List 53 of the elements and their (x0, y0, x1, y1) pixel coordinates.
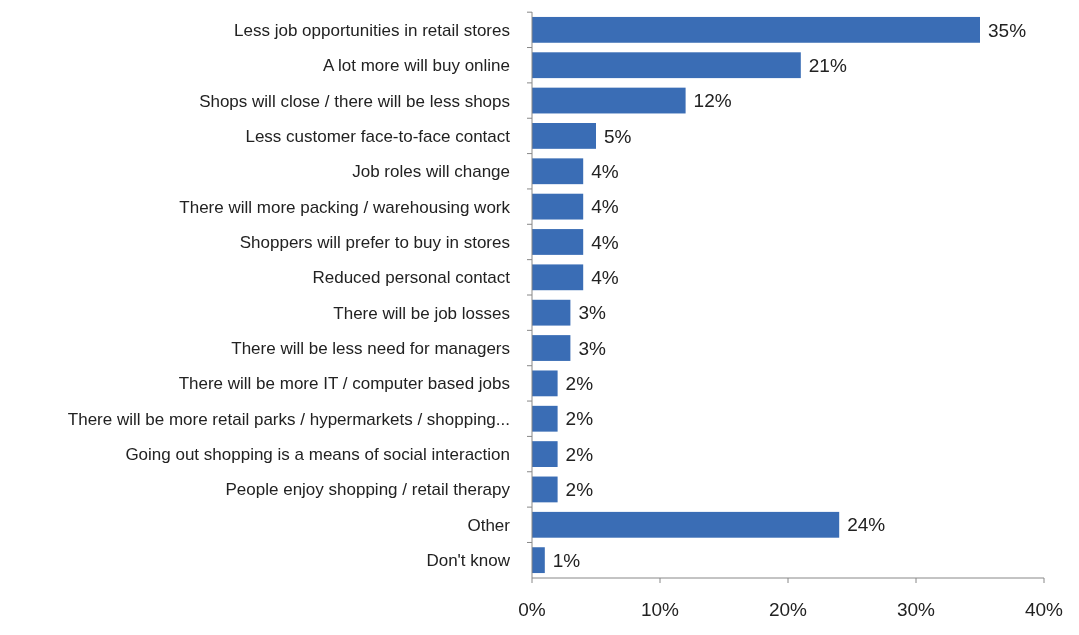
data-label: 4% (591, 231, 619, 253)
y-tick-label: People enjoy shopping / retail therapy (225, 480, 511, 500)
y-tick-label: There will be more retail parks / hypermarkets / shopping... (67, 409, 510, 429)
y-tick-label: There will be more IT / computer based jobs (178, 374, 510, 394)
bar (532, 405, 558, 432)
y-tick-label: Don't know (426, 551, 511, 571)
y-tick-label: Reduced personal contact (312, 268, 511, 288)
data-label: 2% (565, 443, 594, 465)
bar (532, 547, 545, 574)
y-tick-label: There will more packing / warehousing work (179, 197, 511, 217)
bar (532, 193, 584, 220)
data-label: 4% (591, 160, 619, 182)
bar (532, 87, 686, 114)
data-label: 3% (578, 302, 606, 324)
y-tick-label: Going out shopping is a means of social interaction (125, 445, 510, 465)
x-tick-label: 40% (1024, 599, 1064, 620)
bar (532, 123, 596, 149)
y-tick-label: Shops will close / there will be less shops (199, 91, 510, 111)
y-tick-label: Less customer face-to-face contact (245, 126, 511, 146)
data-label: 5% (604, 125, 632, 147)
data-label: 2% (565, 479, 594, 501)
y-tick-label: There will be job losses (333, 303, 510, 323)
data-label: 24% (847, 514, 886, 536)
bar (532, 52, 801, 79)
bar (532, 370, 558, 397)
x-tick-label: 10% (640, 599, 680, 620)
data-label: 2% (565, 408, 594, 430)
data-label: 1% (552, 549, 581, 571)
y-tick-label: There will be less need for managers (231, 338, 510, 358)
x-tick-label: 20% (768, 599, 808, 620)
y-tick-label: Shoppers will prefer to buy in stores (239, 232, 510, 252)
data-label: 2% (565, 373, 594, 395)
x-tick-label: 0% (518, 599, 546, 620)
y-tick-label: Other (467, 515, 511, 535)
bar (532, 476, 558, 503)
bar (532, 158, 584, 185)
data-label: 4% (591, 266, 619, 288)
data-label: 3% (578, 337, 606, 359)
data-label: 21% (808, 54, 847, 76)
y-tick-label: Less job opportunities in retail stores (234, 20, 510, 40)
data-label: 12% (693, 90, 732, 112)
bar (532, 264, 584, 291)
y-tick-label: A lot more will buy online (322, 56, 510, 76)
bar (532, 511, 840, 538)
data-label: 4% (591, 196, 619, 218)
bar (532, 299, 571, 326)
bar (532, 229, 584, 255)
bar (532, 335, 571, 361)
bar (532, 441, 558, 467)
y-tick-label: Job roles will change (352, 162, 510, 182)
data-label: 35% (988, 19, 1027, 41)
x-tick-label: 30% (896, 599, 936, 620)
bar (532, 16, 980, 43)
